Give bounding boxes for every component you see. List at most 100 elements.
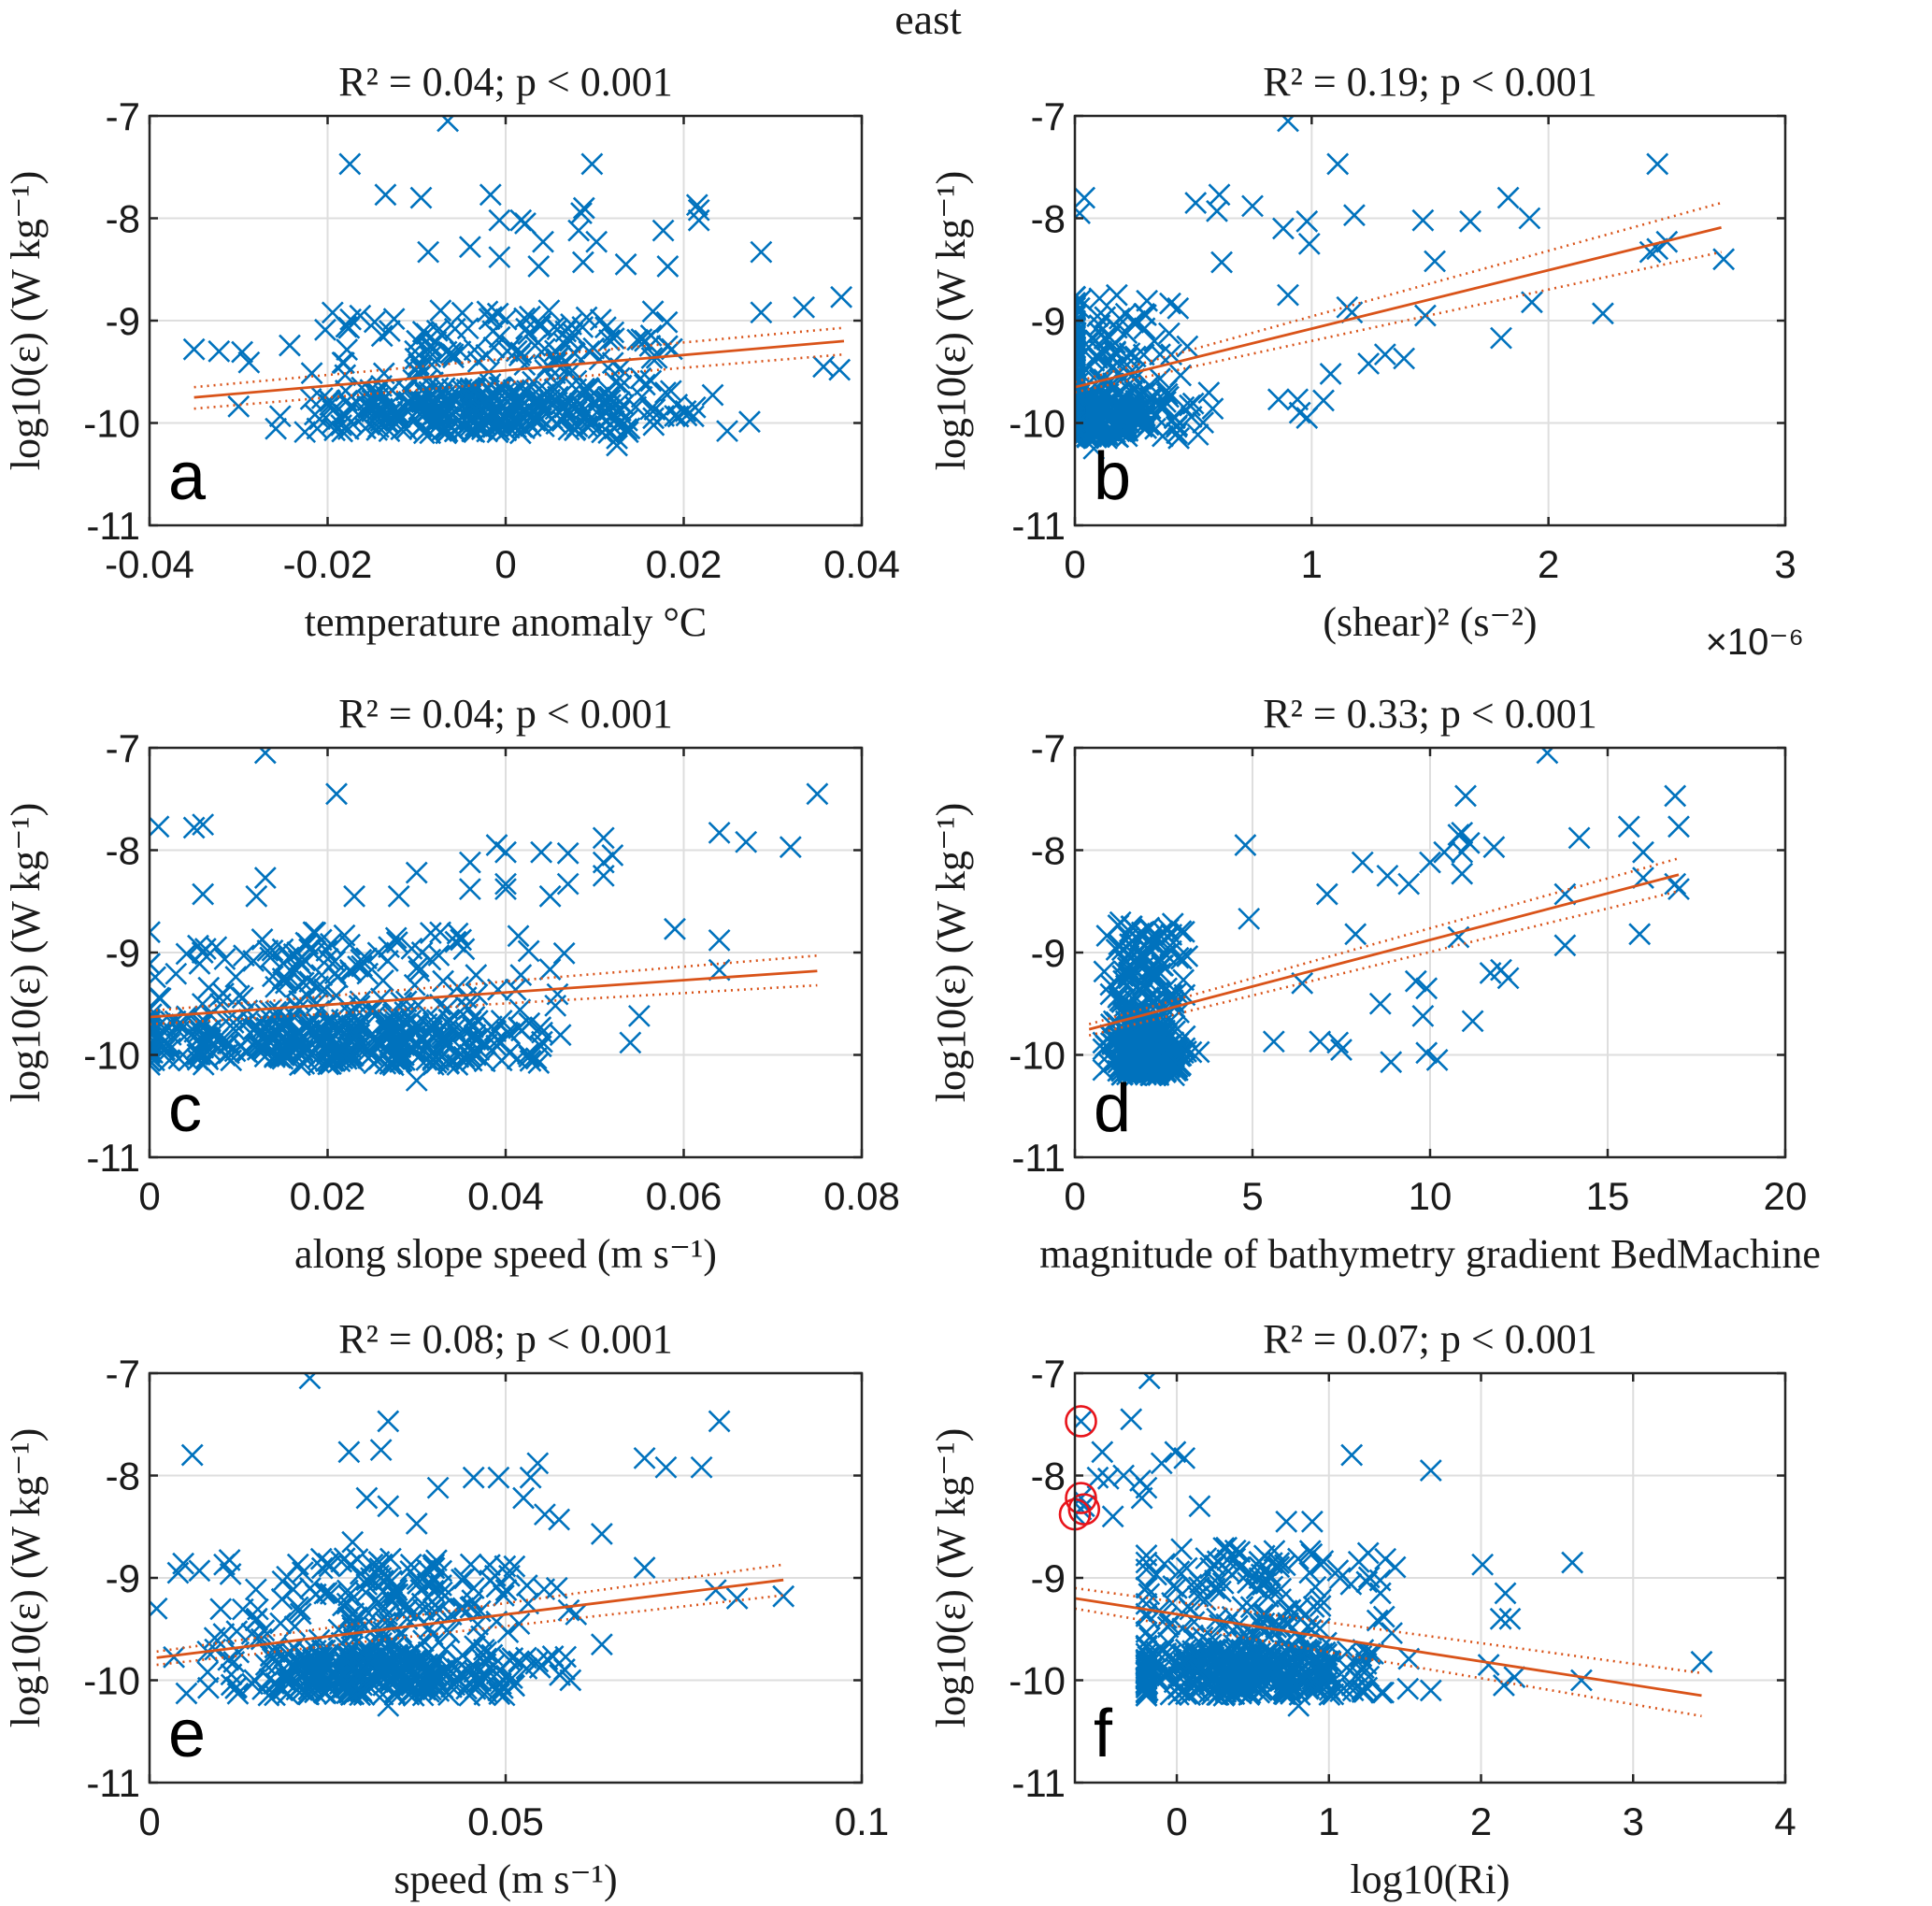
y-tick-label: -9 (1031, 931, 1066, 975)
data-point (1667, 815, 1690, 838)
data-point (1075, 354, 1086, 378)
data-point (417, 240, 440, 264)
x-axis-label: (shear)² (s⁻²) (1323, 599, 1537, 645)
data-point (419, 345, 442, 368)
data-point (1215, 1536, 1238, 1559)
x-tick-label: 3 (1774, 542, 1796, 586)
data-point (408, 1649, 432, 1672)
data-point (293, 1053, 316, 1075)
data-point (1477, 1654, 1500, 1676)
data-point (1404, 969, 1427, 993)
x-tick-label: 0 (1064, 542, 1085, 586)
data-point (150, 966, 167, 989)
points-layer (150, 1373, 795, 1717)
y-tick-label: -7 (106, 1352, 140, 1396)
data-point (442, 346, 465, 369)
x-tick-label: 3 (1623, 1799, 1644, 1843)
data-point (1271, 1645, 1295, 1669)
points-layer (1075, 1373, 1713, 1717)
data-point (508, 1612, 531, 1636)
data-point (462, 379, 485, 402)
data-point (1277, 283, 1299, 307)
data-point (1151, 953, 1173, 977)
data-point (319, 394, 342, 417)
data-point (503, 1555, 526, 1578)
data-point (1277, 116, 1299, 133)
data-point (538, 958, 562, 981)
data-point (543, 315, 565, 338)
data-point (338, 395, 362, 418)
data-point (1086, 1466, 1109, 1489)
data-point (450, 928, 473, 952)
data-point (1433, 840, 1456, 864)
data-point (1075, 295, 1086, 319)
data-point (565, 415, 589, 437)
data-point (1135, 1544, 1158, 1567)
data-point (315, 1582, 338, 1604)
data-point (345, 1660, 368, 1684)
data-point (571, 316, 594, 338)
data-point (538, 884, 562, 908)
data-point (158, 1049, 181, 1072)
data-point (163, 1645, 186, 1669)
panel-title: R² = 0.33; p < 0.001 (1263, 691, 1596, 737)
data-point (1200, 1683, 1224, 1706)
data-point (1192, 411, 1215, 434)
data-point (1186, 1678, 1209, 1701)
data-point (370, 324, 394, 348)
x-tick-label: 0.02 (290, 1174, 366, 1218)
data-point (1250, 1665, 1273, 1688)
data-point (481, 416, 505, 438)
data-point (281, 1578, 305, 1601)
data-point (1330, 1039, 1352, 1061)
data-point (563, 393, 585, 415)
data-point (150, 815, 170, 838)
data-point (1419, 1679, 1442, 1702)
data-point (419, 340, 441, 364)
data-point (463, 397, 486, 420)
data-point (1099, 982, 1123, 1006)
data-point (1372, 1605, 1395, 1628)
data-point (1496, 186, 1520, 209)
data-point (408, 1655, 431, 1678)
x-tick-label: 0.1 (835, 1799, 889, 1843)
data-point (1206, 199, 1228, 222)
data-point (1494, 1582, 1517, 1605)
data-point (571, 251, 594, 274)
data-point (606, 434, 628, 457)
panel-letter: e (168, 1697, 206, 1771)
data-point (387, 884, 410, 908)
panel-title: R² = 0.19; p < 0.001 (1263, 59, 1596, 105)
x-tick-label: 0.04 (823, 542, 900, 586)
data-point (1187, 1040, 1210, 1064)
data-point (1424, 250, 1446, 273)
data-point (1459, 209, 1481, 233)
data-point (1238, 907, 1261, 930)
data-point (156, 1015, 179, 1039)
data-point (1415, 1041, 1438, 1065)
data-point (430, 420, 453, 442)
data-point (341, 1530, 365, 1554)
y-tick-label: -8 (106, 829, 140, 873)
data-point (509, 964, 533, 986)
data-point (601, 351, 624, 375)
data-point (338, 152, 362, 176)
data-point (508, 998, 532, 1022)
data-point (218, 1032, 241, 1055)
regression-line (193, 339, 845, 399)
data-point (1261, 1575, 1284, 1598)
data-point (655, 310, 679, 334)
data-point (654, 1455, 678, 1479)
data-point (545, 1576, 568, 1599)
data-point (409, 186, 433, 209)
y-tick-label: -10 (83, 1659, 140, 1703)
data-point (1082, 437, 1106, 460)
data-point (1536, 748, 1559, 765)
data-point (374, 183, 397, 207)
data-point (408, 959, 431, 982)
data-point (347, 955, 369, 978)
data-point (433, 1658, 456, 1682)
data-point (1166, 296, 1190, 320)
data-point (1189, 1570, 1212, 1594)
